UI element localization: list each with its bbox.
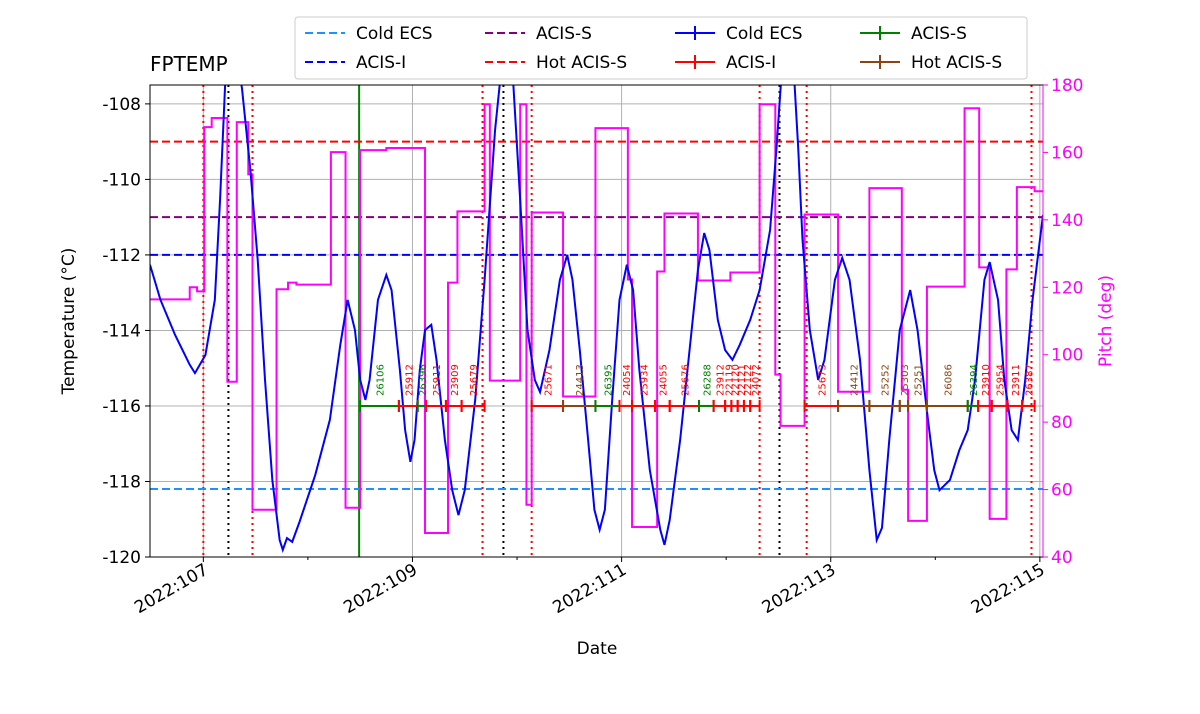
obs-label: 25679 <box>469 364 480 396</box>
x-axis-label: Date <box>577 639 618 659</box>
obs-label: 22122 <box>743 364 754 396</box>
legend-label: ACIS-S <box>911 24 967 44</box>
y2-tick-label: 120 <box>1051 278 1083 298</box>
y-tick-label: -118 <box>102 472 141 492</box>
legend-label: Cold ECS <box>356 24 433 44</box>
obs-label: 22120 <box>731 364 742 396</box>
y2-tick-label: 40 <box>1051 548 1073 568</box>
obs-label: 25912 <box>404 364 415 396</box>
obs-label: 25676 <box>680 364 691 396</box>
legend-label: ACIS-S <box>536 24 592 44</box>
y-tick-label: -108 <box>102 95 141 115</box>
obs-label: 26086 <box>943 364 954 396</box>
x-tick-label: 2022:113 <box>759 560 840 618</box>
temperature-line <box>150 85 1043 553</box>
obs-label: 24072 <box>751 364 762 396</box>
legend-label: Cold ECS <box>726 24 803 44</box>
y-tick-label: -110 <box>102 170 141 190</box>
obs-label: 24412 <box>850 364 861 396</box>
plot-area: 26106 25912 26396 25911 23909 25679 25671 24413… <box>150 85 1043 557</box>
legend-box <box>294 16 1028 80</box>
x-tick-label: 2022:111 <box>550 560 631 618</box>
y-tick-label: -114 <box>102 321 141 341</box>
y2-tick-label: 80 <box>1051 413 1073 433</box>
legend-label: Hot ACIS-S <box>536 53 627 73</box>
obs-label: 24055 <box>658 364 669 396</box>
y2-tick-label: 100 <box>1051 346 1083 366</box>
x-tick-label: 2022:115 <box>968 560 1049 618</box>
x-tick-label: 2022:107 <box>131 560 212 618</box>
obs-label: 23912 <box>715 364 726 396</box>
obs-label: 25673 <box>817 364 828 396</box>
obs-label: 26394 <box>969 364 980 396</box>
obs-label: 26106 <box>376 364 387 396</box>
obs-label: 25911 <box>432 364 443 396</box>
legend-label: ACIS-I <box>356 53 406 73</box>
obs-label: 25934 <box>640 364 651 396</box>
obs-label: 24054 <box>622 364 633 396</box>
obs-label: 23911 <box>1011 364 1022 396</box>
obs-label: 22119 <box>724 364 735 396</box>
obs-label: 26288 <box>702 364 713 396</box>
obs-label: 25252 <box>881 364 892 396</box>
y2-tick-label: 180 <box>1051 76 1083 96</box>
y-tick-label: -112 <box>102 246 141 266</box>
y2-tick-label: 60 <box>1051 481 1073 501</box>
obs-label: 23910 <box>981 364 992 396</box>
y2-tick-label: 160 <box>1051 143 1083 163</box>
legend-label: ACIS-I <box>726 53 776 73</box>
y-axis-label: Temperature (°C) <box>59 248 79 396</box>
y-tick-label: -116 <box>102 397 141 417</box>
obs-label: 25671 <box>543 364 554 396</box>
y-tick-label: -120 <box>102 548 141 568</box>
obs-label: 26395 <box>603 364 614 396</box>
y2-tick-label: 140 <box>1051 211 1083 231</box>
y2-axis-label: Pitch (deg) <box>1096 275 1116 367</box>
obs-label: 22121 <box>737 364 748 396</box>
obs-label: 24413 <box>575 364 586 396</box>
obs-label: 25251 <box>914 364 925 396</box>
obs-label: 25303 <box>900 364 911 396</box>
obs-label: 25954 <box>996 364 1007 396</box>
obs-label: 26396 <box>418 364 429 396</box>
x-tick-label: 2022:109 <box>340 560 421 618</box>
chart-title: FPTEMP <box>150 52 228 76</box>
obs-label: 26387 <box>1024 364 1035 396</box>
legend-label: Hot ACIS-S <box>911 53 1002 73</box>
obs-label: 23909 <box>450 364 461 396</box>
pitch-line <box>150 103 1043 535</box>
